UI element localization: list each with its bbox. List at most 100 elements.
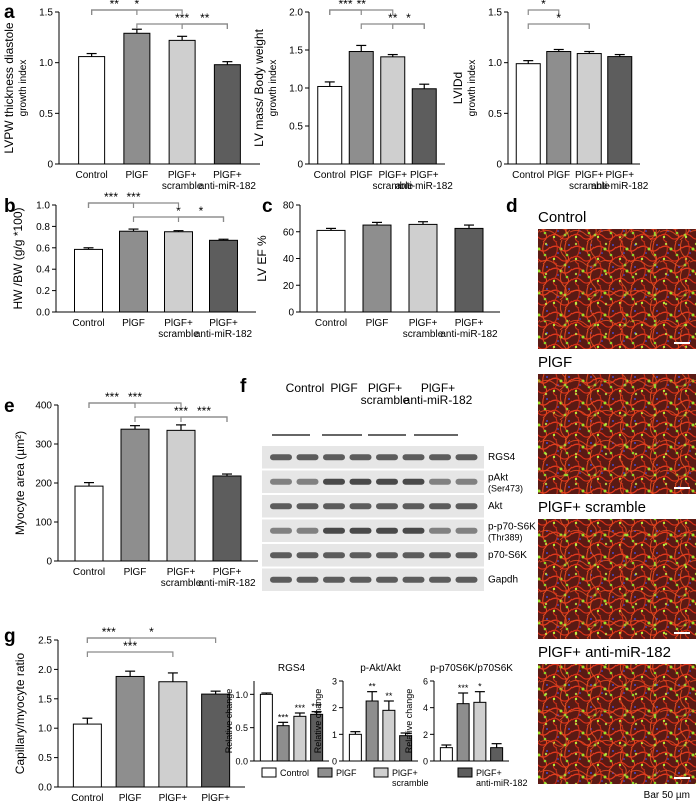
- x-tick-label: PlGF+: [201, 793, 230, 803]
- significance-label: ***: [104, 190, 118, 204]
- blot-group-label: Control: [286, 381, 325, 395]
- blot-band: [349, 576, 372, 583]
- y-tick-label: 0.0: [235, 757, 248, 767]
- significance-bracket: [180, 416, 228, 422]
- bar: [213, 64, 241, 165]
- blot-band: [429, 478, 451, 485]
- y-tick-label: 2.5: [38, 636, 52, 647]
- y-tick-label: 0: [47, 160, 53, 171]
- bar: [168, 39, 196, 165]
- blot-band: [296, 454, 319, 461]
- chart-g: 0.0 0.5 1.0 1.5 2.0 2.5 Capillary/myocyte rati…: [13, 625, 245, 803]
- blot-row-label: pAkt: [488, 473, 508, 484]
- blot-band: [376, 503, 398, 510]
- y-tick-label: 1.0: [289, 84, 303, 95]
- chart-title: p-Akt/Akt: [360, 663, 401, 674]
- x-tick-label: PlGF+: [605, 170, 634, 181]
- y-axis-title: Relative change: [404, 689, 414, 754]
- legend-label: PlGF+: [476, 768, 502, 778]
- significance-label: ***: [458, 683, 469, 693]
- bar: [607, 56, 633, 165]
- bar: [120, 428, 150, 562]
- x-tick-label: Control: [71, 793, 103, 803]
- x-tick-label: scramble: [162, 181, 203, 192]
- micrograph-label: PlGF+ scramble: [538, 499, 646, 516]
- x-tick-label: PlGF+: [410, 170, 439, 181]
- legend-label: PlGF: [336, 768, 357, 778]
- significance-label: **: [388, 11, 398, 25]
- x-tick-label: anti-miR-182: [198, 578, 256, 589]
- y-tick-label: 300: [35, 440, 52, 451]
- blot-strip: [262, 446, 484, 469]
- blot-row-label: p-p70-S6K: [488, 522, 536, 533]
- y-tick-label: 0.0: [38, 783, 52, 794]
- bar: [411, 88, 437, 165]
- significance-label: ***: [105, 390, 119, 404]
- bar: [439, 747, 453, 762]
- blot-strip: [262, 544, 484, 567]
- blot-band: [270, 454, 292, 461]
- x-tick-label: scramble: [403, 329, 444, 340]
- y-tick-label: 2.0: [289, 8, 303, 19]
- blot-band: [376, 576, 398, 583]
- blot-band: [402, 527, 425, 534]
- panel-letter-c: c: [262, 196, 273, 217]
- blot-group-label: PlGF+: [421, 381, 455, 395]
- bar: [119, 230, 148, 313]
- y-tick-label: 2: [332, 703, 337, 713]
- y-tick-label: 0: [332, 757, 337, 767]
- y-tick-label: 80: [283, 201, 295, 212]
- y-axis-subtitle: growth index: [18, 60, 29, 117]
- bar: [293, 715, 307, 762]
- x-tick-label: scramble: [569, 181, 610, 192]
- y-axis-subtitle: growth index: [268, 60, 279, 117]
- significance-label: ***: [175, 11, 189, 25]
- blot-group-label: anti-miR-182: [404, 393, 473, 407]
- significance-bracket: [527, 9, 560, 15]
- blot-band: [323, 478, 345, 485]
- panel-letter-f: f: [240, 376, 247, 397]
- blot-strip: [262, 519, 484, 542]
- bar: [276, 725, 290, 762]
- significance-label: **: [369, 682, 377, 692]
- chart-title: RGS4: [278, 663, 306, 674]
- y-tick-label: 60: [283, 227, 295, 238]
- bar: [365, 700, 379, 762]
- blot-row-sublabel: (Thr389): [488, 533, 523, 543]
- y-axis-title: Relative change: [224, 689, 234, 754]
- x-tick-label: Control: [314, 170, 346, 181]
- y-tick-label: 0: [297, 160, 303, 171]
- y-tick-label: 3: [332, 677, 337, 687]
- y-tick-label: 1.5: [289, 46, 303, 57]
- micrograph-overlay: [538, 229, 696, 349]
- blot-band: [296, 527, 319, 534]
- blot-band: [402, 478, 425, 485]
- x-tick-label: PlGF: [350, 170, 373, 181]
- y-tick-label: 4: [423, 703, 428, 713]
- y-tick-label: 0.5: [289, 122, 303, 133]
- bar: [473, 701, 487, 762]
- blot-band: [349, 478, 372, 485]
- blot-band: [349, 503, 372, 510]
- bar: [316, 229, 346, 313]
- panel-letter-b: b: [4, 196, 16, 217]
- blot-band: [376, 454, 398, 461]
- chart-f2: 0 1 2 3 Relative change p-Akt/Akt ** **: [313, 663, 418, 767]
- significance-label: *: [135, 0, 140, 11]
- blot-band: [376, 478, 398, 485]
- blot-band: [323, 576, 345, 583]
- micrograph-label: PlGF+ anti-miR-182: [538, 644, 671, 661]
- y-tick-label: 200: [35, 479, 52, 490]
- chart-title: p-p70S6K/p70S6K: [430, 663, 513, 674]
- significance-label: *: [176, 204, 181, 218]
- y-tick-label: 1.0: [36, 201, 50, 212]
- x-tick-label: PlGF: [366, 318, 389, 329]
- blot-band: [296, 552, 319, 559]
- x-tick-label: PlGF+: [159, 793, 188, 803]
- x-tick-label: PlGF: [119, 793, 142, 803]
- bar: [259, 693, 273, 762]
- bar: [72, 723, 102, 788]
- y-tick-label: 1.0: [39, 58, 53, 69]
- y-axis-title: Capillary/myocyte ratio: [13, 652, 27, 774]
